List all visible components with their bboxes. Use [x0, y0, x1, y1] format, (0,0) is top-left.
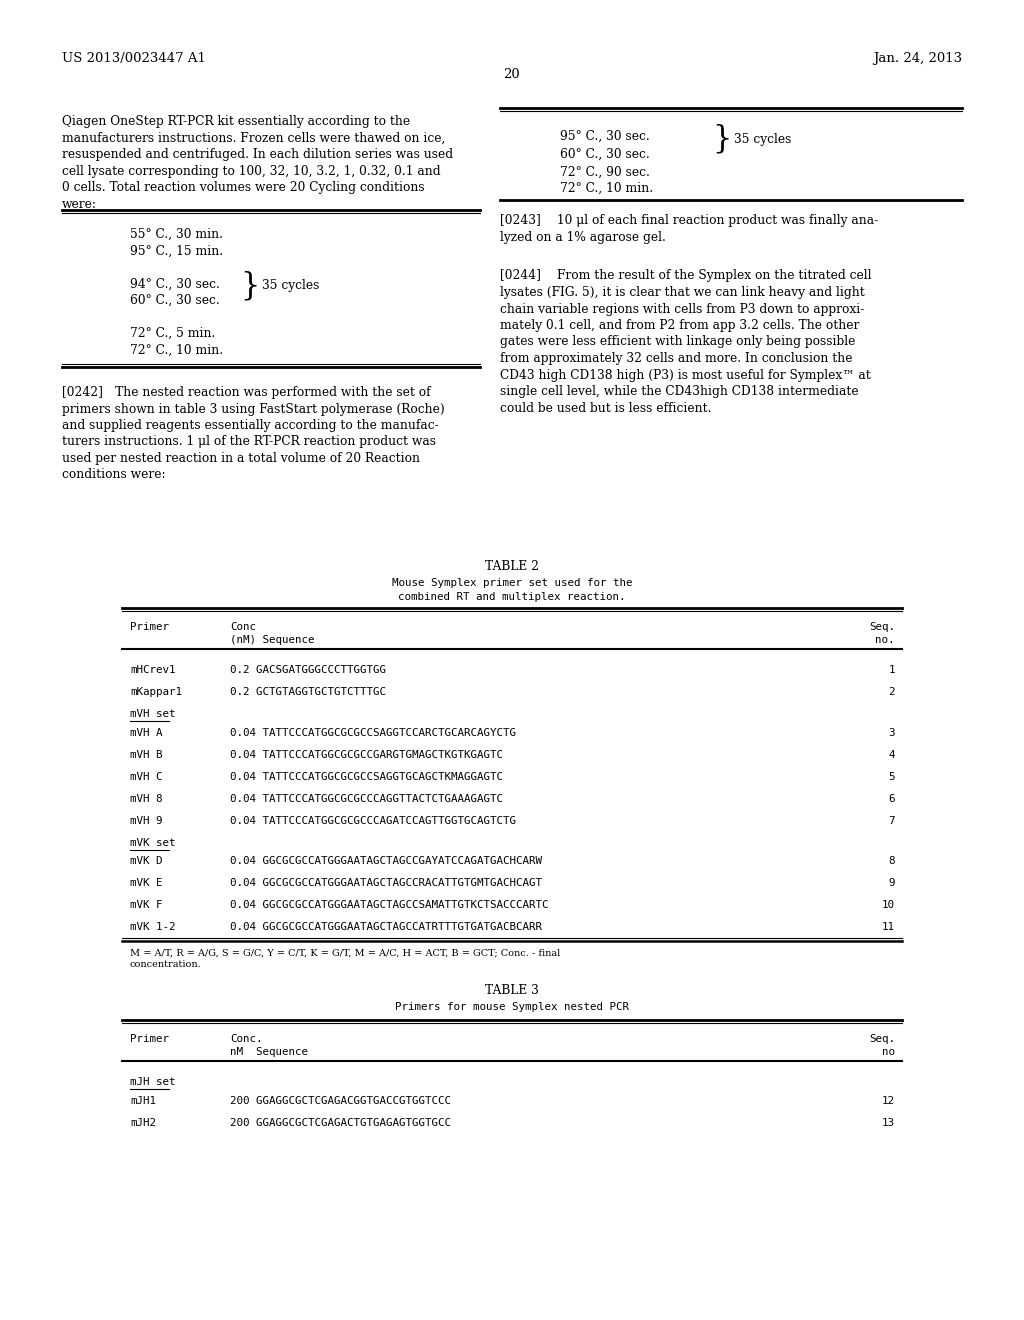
Text: Conc.: Conc. [230, 1035, 262, 1044]
Text: [0243]  10 μl of each final reaction product was finally ana-: [0243] 10 μl of each final reaction prod… [500, 214, 879, 227]
Text: mVH 9: mVH 9 [130, 816, 163, 826]
Text: no.: no. [876, 635, 895, 645]
Text: mVK D: mVK D [130, 857, 163, 866]
Text: mJH set: mJH set [130, 1077, 175, 1088]
Text: TABLE 2: TABLE 2 [485, 560, 539, 573]
Text: 0.04 TATTCCCATGGCGCGCCGARGTGMAGCTKGTKGAGTC: 0.04 TATTCCCATGGCGCGCCGARGTGMAGCTKGTKGAG… [230, 750, 503, 760]
Text: from approximately 32 cells and more. In conclusion the: from approximately 32 cells and more. In… [500, 352, 853, 366]
Text: conditions were:: conditions were: [62, 469, 166, 482]
Text: 60° C., 30 sec.: 60° C., 30 sec. [130, 294, 220, 308]
Text: combined RT and multiplex reaction.: combined RT and multiplex reaction. [398, 591, 626, 602]
Text: 95° C., 30 sec.: 95° C., 30 sec. [560, 129, 650, 143]
Text: }: } [712, 124, 731, 154]
Text: Jan. 24, 2013: Jan. 24, 2013 [872, 51, 962, 65]
Text: used per nested reaction in a total volume of 20 Reaction: used per nested reaction in a total volu… [62, 451, 420, 465]
Text: mKappar1: mKappar1 [130, 686, 182, 697]
Text: could be used but is less efficient.: could be used but is less efficient. [500, 401, 712, 414]
Text: mVK E: mVK E [130, 878, 163, 888]
Text: manufacturers instructions. Frozen cells were thawed on ice,: manufacturers instructions. Frozen cells… [62, 132, 445, 144]
Text: [0244]  From the result of the Symplex on the titrated cell: [0244] From the result of the Symplex on… [500, 269, 871, 282]
Text: 0.04 TATTCCCATGGCGCGCCCAGATCCAGTTGGTGCAGTCTG: 0.04 TATTCCCATGGCGCGCCCAGATCCAGTTGGTGCAG… [230, 816, 516, 826]
Text: primers shown in table 3 using FastStart polymerase (Roche): primers shown in table 3 using FastStart… [62, 403, 444, 416]
Text: M = A/T, R = A/G, S = G/C, Y = C/T, K = G/T, M = A/C, H = ACT, B = GCT; Conc. - : M = A/T, R = A/G, S = G/C, Y = C/T, K = … [130, 948, 560, 957]
Text: Mouse Symplex primer set used for the: Mouse Symplex primer set used for the [392, 578, 632, 587]
Text: mVK 1-2: mVK 1-2 [130, 923, 175, 932]
Text: 200 GGAGGCGCTCGAGACGGTGACCGTGGTCCC: 200 GGAGGCGCTCGAGACGGTGACCGTGGTCCC [230, 1096, 451, 1106]
Text: mVH B: mVH B [130, 750, 163, 760]
Text: concentration.: concentration. [130, 961, 202, 969]
Text: 10: 10 [882, 900, 895, 911]
Text: 72° C., 90 sec.: 72° C., 90 sec. [560, 166, 650, 180]
Text: 0 cells. Total reaction volumes were 20 Cycling conditions: 0 cells. Total reaction volumes were 20 … [62, 181, 425, 194]
Text: 6: 6 [889, 793, 895, 804]
Text: chain variable regions with cells from P3 down to approxi-: chain variable regions with cells from P… [500, 302, 864, 315]
Text: 5: 5 [889, 772, 895, 781]
Text: (nM) Sequence: (nM) Sequence [230, 635, 314, 645]
Text: mVH A: mVH A [130, 727, 163, 738]
Text: Seq.: Seq. [869, 622, 895, 632]
Text: 72° C., 5 min.: 72° C., 5 min. [130, 327, 215, 341]
Text: nM  Sequence: nM Sequence [230, 1047, 308, 1057]
Text: 35 cycles: 35 cycles [262, 280, 319, 292]
Text: Primer: Primer [130, 622, 169, 632]
Text: 7: 7 [889, 816, 895, 826]
Text: CD43 high CD138 high (P3) is most useful for Symplex™ at: CD43 high CD138 high (P3) is most useful… [500, 368, 870, 381]
Text: 20: 20 [504, 69, 520, 81]
Text: 55° C., 30 min.: 55° C., 30 min. [130, 228, 223, 242]
Text: were:: were: [62, 198, 97, 210]
Text: mHCrev1: mHCrev1 [130, 665, 175, 675]
Text: Seq.: Seq. [869, 1035, 895, 1044]
Text: }: } [240, 271, 259, 301]
Text: 95° C., 15 min.: 95° C., 15 min. [130, 244, 223, 257]
Text: 11: 11 [882, 923, 895, 932]
Text: 3: 3 [889, 727, 895, 738]
Text: 60° C., 30 sec.: 60° C., 30 sec. [560, 148, 650, 161]
Text: Qiagen OneStep RT-PCR kit essentially according to the: Qiagen OneStep RT-PCR kit essentially ac… [62, 115, 411, 128]
Text: mVK F: mVK F [130, 900, 163, 911]
Text: 94° C., 30 sec.: 94° C., 30 sec. [130, 277, 220, 290]
Text: lyzed on a 1% agarose gel.: lyzed on a 1% agarose gel. [500, 231, 666, 243]
Text: mJH2: mJH2 [130, 1118, 156, 1129]
Text: 2: 2 [889, 686, 895, 697]
Text: 13: 13 [882, 1118, 895, 1129]
Text: 12: 12 [882, 1096, 895, 1106]
Text: 1: 1 [889, 665, 895, 675]
Text: resuspended and centrifuged. In each dilution series was used: resuspended and centrifuged. In each dil… [62, 148, 454, 161]
Text: mVH set: mVH set [130, 709, 175, 719]
Text: 0.04 TATTCCCATGGCGCGCCSAGGTCCARCTGCARCAGYCTG: 0.04 TATTCCCATGGCGCGCCSAGGTCCARCTGCARCAG… [230, 727, 516, 738]
Text: mately 0.1 cell, and from P2 from app 3.2 cells. The other: mately 0.1 cell, and from P2 from app 3.… [500, 319, 859, 333]
Text: single cell level, while the CD43high CD138 intermediate: single cell level, while the CD43high CD… [500, 385, 859, 399]
Text: 4: 4 [889, 750, 895, 760]
Text: turers instructions. 1 μl of the RT-PCR reaction product was: turers instructions. 1 μl of the RT-PCR … [62, 436, 436, 449]
Text: 35 cycles: 35 cycles [734, 132, 792, 145]
Text: [0242] The nested reaction was performed with the set of: [0242] The nested reaction was performed… [62, 385, 431, 399]
Text: mJH1: mJH1 [130, 1096, 156, 1106]
Text: 0.04 GGCGCGCCATGGGAATAGCTAGCCGAYATCCAGATGACHCARW: 0.04 GGCGCGCCATGGGAATAGCTAGCCGAYATCCAGAT… [230, 857, 542, 866]
Text: and supplied reagents essentially according to the manufac-: and supplied reagents essentially accord… [62, 418, 438, 432]
Text: US 2013/0023447 A1: US 2013/0023447 A1 [62, 51, 206, 65]
Text: cell lysate corresponding to 100, 32, 10, 3.2, 1, 0.32, 0.1 and: cell lysate corresponding to 100, 32, 10… [62, 165, 440, 177]
Text: 0.04 GGCGCGCCATGGGAATAGCTAGCCSAMATTGTKCTSACCCARTC: 0.04 GGCGCGCCATGGGAATAGCTAGCCSAMATTGTKCT… [230, 900, 549, 911]
Text: Conc: Conc [230, 622, 256, 632]
Text: mVH 8: mVH 8 [130, 793, 163, 804]
Text: Primers for mouse Symplex nested PCR: Primers for mouse Symplex nested PCR [395, 1002, 629, 1012]
Text: 0.04 TATTCCCATGGCGCGCCSAGGTGCAGCTKMAGGAGTC: 0.04 TATTCCCATGGCGCGCCSAGGTGCAGCTKMAGGAG… [230, 772, 503, 781]
Text: 0.2 GACSGATGGGCCCTTGGTGG: 0.2 GACSGATGGGCCCTTGGTGG [230, 665, 386, 675]
Text: 0.04 TATTCCCATGGCGCGCCCAGGTTACTCTGAAAGAGTC: 0.04 TATTCCCATGGCGCGCCCAGGTTACTCTGAAAGAG… [230, 793, 503, 804]
Text: gates were less efficient with linkage only being possible: gates were less efficient with linkage o… [500, 335, 855, 348]
Text: mVH C: mVH C [130, 772, 163, 781]
Text: 0.04 GGCGCGCCATGGGAATAGCTAGCCATRTTTGTGATGACBCARR: 0.04 GGCGCGCCATGGGAATAGCTAGCCATRTTTGTGAT… [230, 923, 542, 932]
Text: no: no [882, 1047, 895, 1057]
Text: 9: 9 [889, 878, 895, 888]
Text: 72° C., 10 min.: 72° C., 10 min. [560, 182, 653, 195]
Text: 8: 8 [889, 857, 895, 866]
Text: mVK set: mVK set [130, 838, 175, 847]
Text: 0.04 GGCGCGCCATGGGAATAGCTAGCCRACATTGTGMTGACHCAGT: 0.04 GGCGCGCCATGGGAATAGCTAGCCRACATTGTGMT… [230, 878, 542, 888]
Text: 72° C., 10 min.: 72° C., 10 min. [130, 343, 223, 356]
Text: TABLE 3: TABLE 3 [485, 985, 539, 998]
Text: lysates (FIG. 5), it is clear that we can link heavy and light: lysates (FIG. 5), it is clear that we ca… [500, 286, 864, 300]
Text: 200 GGAGGCGCTCGAGACTGTGAGAGTGGTGCC: 200 GGAGGCGCTCGAGACTGTGAGAGTGGTGCC [230, 1118, 451, 1129]
Text: 0.2 GCTGTAGGTGCTGTCTTTGC: 0.2 GCTGTAGGTGCTGTCTTTGC [230, 686, 386, 697]
Text: Primer: Primer [130, 1035, 169, 1044]
